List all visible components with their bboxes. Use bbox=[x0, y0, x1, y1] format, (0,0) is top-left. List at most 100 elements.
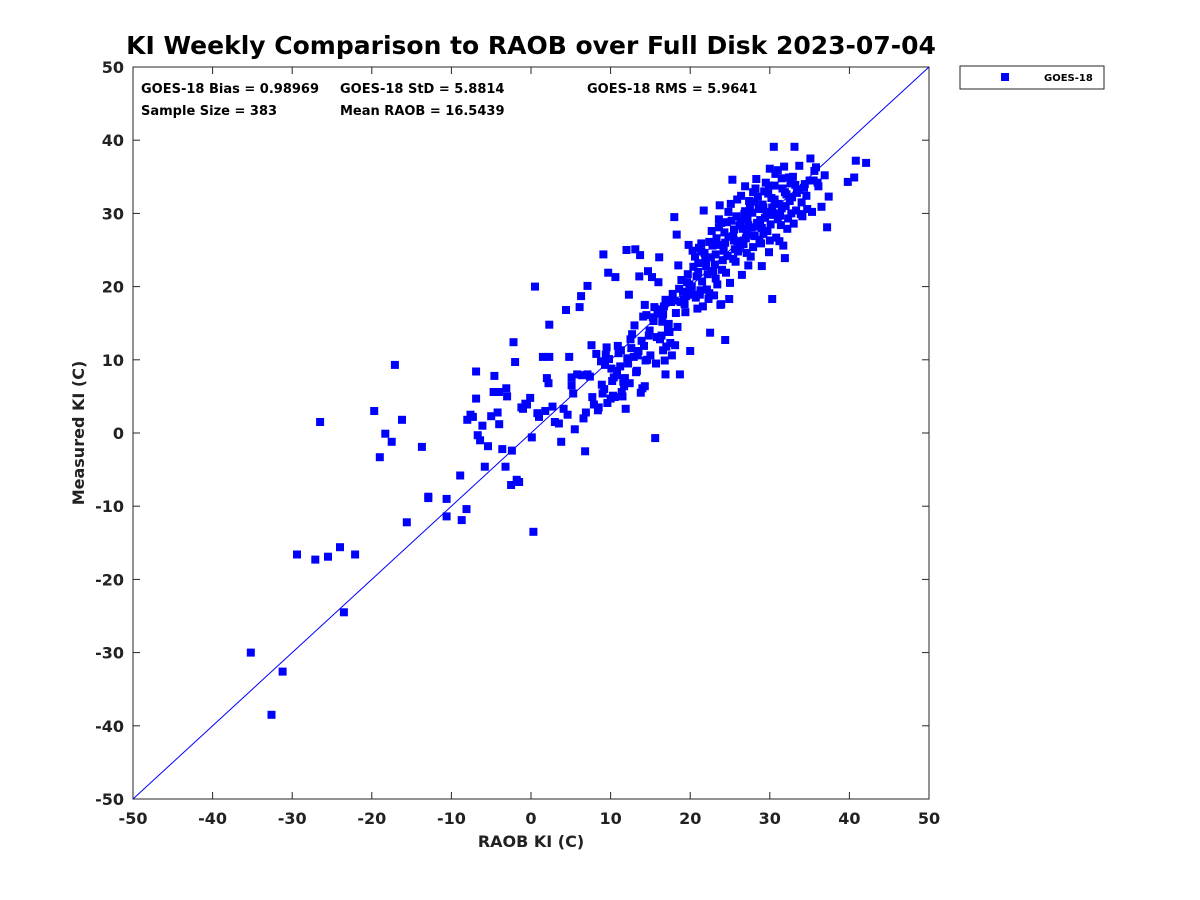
data-point bbox=[742, 229, 751, 238]
data-point bbox=[714, 223, 723, 232]
data-point bbox=[732, 212, 741, 221]
data-point bbox=[316, 418, 325, 426]
data-point bbox=[803, 205, 812, 213]
data-point bbox=[601, 360, 609, 369]
data-point bbox=[617, 388, 626, 396]
data-point bbox=[620, 382, 629, 391]
data-point bbox=[675, 284, 684, 293]
data-point bbox=[589, 400, 598, 409]
data-point bbox=[694, 268, 703, 276]
data-point bbox=[623, 354, 632, 363]
data-point bbox=[686, 347, 695, 355]
data-point bbox=[632, 368, 641, 377]
data-point bbox=[562, 306, 570, 314]
data-point bbox=[757, 239, 765, 248]
data-point bbox=[734, 244, 743, 253]
data-point bbox=[780, 162, 789, 171]
data-point bbox=[592, 349, 601, 358]
data-point bbox=[398, 415, 406, 424]
data-point bbox=[597, 380, 606, 389]
data-point bbox=[569, 389, 578, 398]
data-point bbox=[621, 404, 630, 413]
data-point bbox=[722, 218, 731, 227]
data-point bbox=[626, 335, 635, 344]
data-point bbox=[509, 338, 518, 347]
data-point bbox=[370, 407, 379, 415]
data-point bbox=[324, 552, 332, 561]
stat-std: GOES-18 StD = 5.8814 bbox=[340, 82, 504, 97]
data-point bbox=[442, 494, 451, 503]
data-point bbox=[640, 341, 648, 350]
data-point bbox=[462, 505, 471, 514]
data-point bbox=[736, 217, 745, 226]
data-point bbox=[667, 298, 676, 306]
data-point bbox=[786, 179, 795, 188]
data-point bbox=[635, 272, 644, 281]
data-point bbox=[754, 205, 763, 213]
data-point bbox=[750, 197, 759, 206]
data-point bbox=[774, 199, 783, 208]
data-point bbox=[523, 400, 531, 409]
data-point bbox=[717, 218, 726, 227]
data-point bbox=[604, 268, 613, 277]
x-tick-label: -50 bbox=[119, 809, 148, 828]
data-point bbox=[665, 328, 674, 336]
data-point bbox=[583, 370, 592, 379]
data-point bbox=[719, 246, 728, 255]
data-point bbox=[557, 437, 566, 446]
data-point bbox=[610, 393, 619, 402]
data-point bbox=[542, 374, 551, 383]
data-point bbox=[763, 227, 772, 235]
data-point bbox=[533, 409, 542, 418]
data-point bbox=[800, 180, 809, 189]
x-tick-label: -30 bbox=[278, 809, 307, 828]
data-point bbox=[789, 219, 798, 228]
data-point bbox=[351, 550, 360, 559]
data-point bbox=[723, 251, 732, 260]
data-point bbox=[573, 370, 582, 379]
data-point bbox=[707, 227, 716, 235]
data-point bbox=[727, 216, 736, 225]
data-point bbox=[625, 379, 634, 388]
data-point bbox=[770, 181, 779, 190]
data-point bbox=[817, 202, 826, 211]
data-point bbox=[637, 336, 646, 345]
data-point bbox=[674, 261, 683, 270]
data-point bbox=[675, 370, 684, 379]
data-point bbox=[780, 254, 789, 263]
data-point bbox=[653, 305, 662, 314]
data-point bbox=[607, 364, 616, 373]
data-point bbox=[667, 351, 676, 360]
data-point bbox=[744, 221, 753, 230]
legend-marker bbox=[1001, 73, 1009, 81]
data-point bbox=[795, 161, 804, 170]
chart-title: KI Weekly Comparison to RAOB over Full D… bbox=[126, 31, 936, 60]
data-point bbox=[630, 321, 639, 330]
data-point bbox=[644, 267, 652, 276]
data-point bbox=[673, 322, 682, 331]
data-point bbox=[293, 550, 301, 559]
data-point bbox=[490, 371, 499, 380]
data-point bbox=[684, 240, 693, 249]
data-point bbox=[652, 333, 661, 342]
data-point bbox=[559, 404, 568, 413]
data-point bbox=[711, 274, 720, 283]
data-point bbox=[661, 370, 670, 379]
data-point bbox=[775, 237, 784, 246]
data-point bbox=[691, 252, 699, 261]
data-point bbox=[417, 442, 426, 451]
data-point bbox=[668, 289, 677, 298]
data-point bbox=[724, 232, 733, 241]
data-point bbox=[745, 197, 754, 205]
data-point bbox=[698, 302, 707, 311]
data-point bbox=[648, 313, 657, 322]
data-point bbox=[593, 406, 602, 415]
data-point bbox=[671, 309, 680, 317]
data-point bbox=[791, 180, 800, 189]
data-point bbox=[764, 189, 773, 198]
data-point bbox=[598, 389, 607, 398]
data-point bbox=[634, 347, 643, 355]
data-point bbox=[657, 331, 666, 340]
data-point bbox=[570, 425, 579, 434]
data-point bbox=[631, 245, 640, 254]
